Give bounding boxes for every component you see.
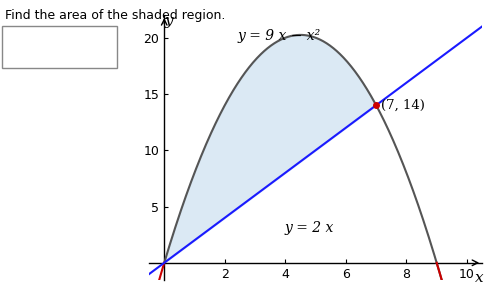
Text: y = 2 x: y = 2 x <box>285 221 334 235</box>
Text: x: x <box>475 271 484 285</box>
Text: y: y <box>165 14 173 28</box>
Text: (7, 14): (7, 14) <box>381 99 424 112</box>
Text: y = 9 x − x²: y = 9 x − x² <box>238 29 321 43</box>
Text: Find the area of the shaded region.: Find the area of the shaded region. <box>5 9 225 22</box>
